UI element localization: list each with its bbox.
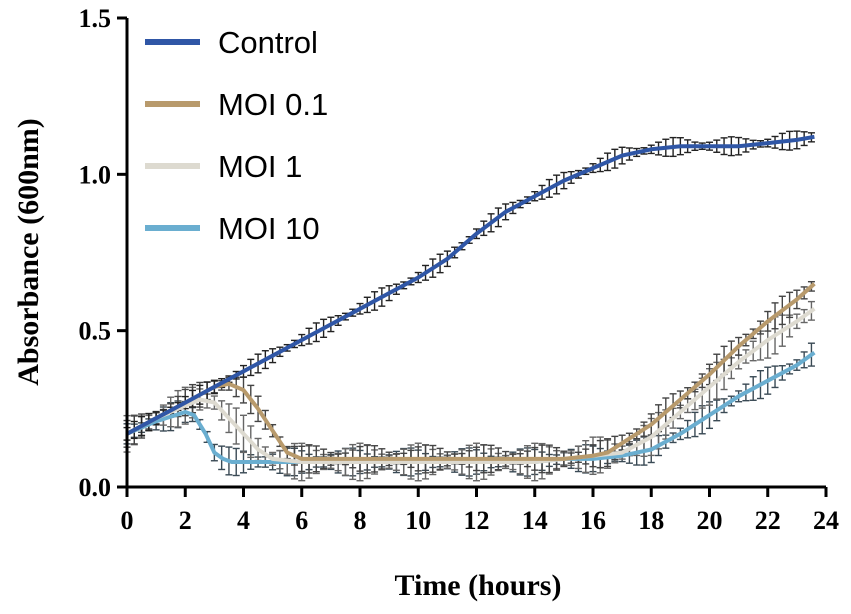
legend-label: MOI 0.1: [218, 87, 328, 122]
y-tick-label: 1.0: [79, 160, 112, 189]
legend: Control MOI 0.1 MOI 1 MOI 10: [145, 25, 328, 246]
x-tick-label: 22: [755, 506, 781, 535]
x-axis-ticks: 0 2 4 6 8 10 12 14 16 18 20 22 24: [121, 487, 839, 535]
x-tick-label: 12: [464, 506, 490, 535]
legend-label: MOI 1: [218, 149, 302, 184]
series-layer: [126, 134, 816, 464]
x-tick-label: 18: [638, 506, 664, 535]
x-tick-label: 10: [405, 506, 431, 535]
legend-label: MOI 10: [218, 211, 320, 246]
x-tick-label: 16: [580, 506, 606, 535]
y-tick-label: 0.0: [79, 473, 112, 502]
y-axis-ticks: 0.0 0.5 1.0 1.5: [79, 4, 127, 502]
x-tick-label: 2: [179, 506, 192, 535]
x-tick-label: 24: [813, 506, 839, 535]
x-tick-label: 6: [295, 506, 308, 535]
x-tick-label: 0: [121, 506, 134, 535]
x-tick-label: 20: [697, 506, 723, 535]
y-tick-label: 0.5: [79, 317, 112, 346]
series-line-moi-0-1: [126, 282, 816, 461]
x-axis-title: Time (hours): [395, 569, 562, 602]
legend-label: Control: [218, 25, 318, 60]
x-tick-label: 4: [237, 506, 250, 535]
series-line-moi-1: [126, 307, 816, 464]
series-line-control: [126, 134, 815, 436]
error-bars-layer: [123, 130, 815, 482]
y-tick-label: 1.5: [79, 4, 112, 33]
y-axis-title: Absorbance (600nm): [12, 118, 45, 386]
x-tick-label: 14: [522, 506, 548, 535]
x-tick-label: 8: [354, 506, 367, 535]
